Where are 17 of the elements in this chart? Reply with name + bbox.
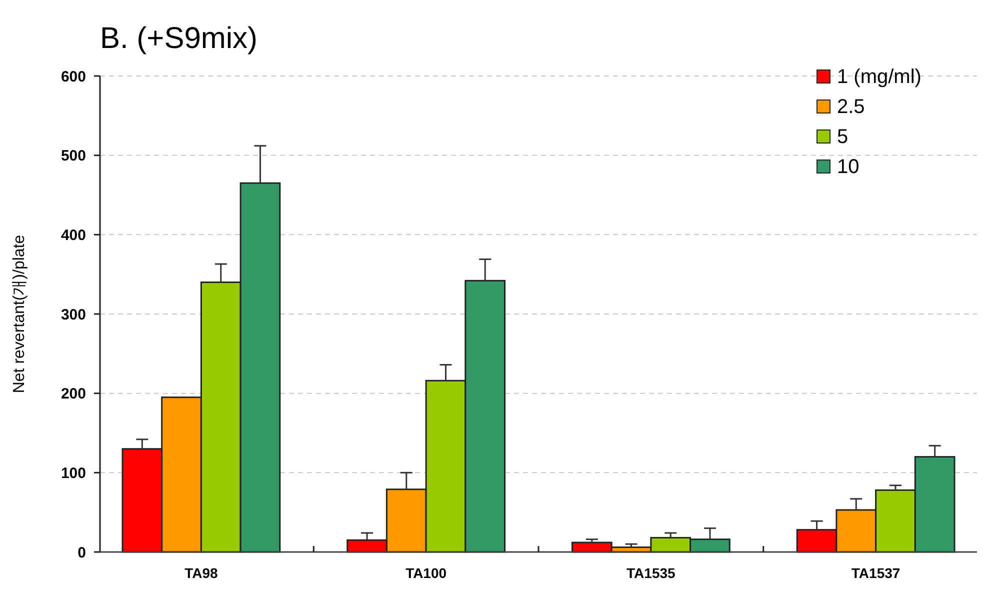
- y-axis-title: Net revertant(개)/plate: [11, 234, 28, 394]
- legend-label: 10: [837, 156, 860, 178]
- y-tick-label: 200: [60, 386, 86, 403]
- y-tick-label: 100: [60, 464, 86, 482]
- y-tick-label: 500: [60, 148, 86, 165]
- legend-label: 5: [837, 126, 848, 148]
- x-tick-label: TA1535: [626, 565, 676, 581]
- legend-label: 1 (mg/ml): [837, 66, 922, 88]
- x-tick-label: TA100: [406, 565, 447, 581]
- y-tick-label: 400: [60, 226, 86, 244]
- y-tick-label: 0: [78, 544, 86, 562]
- y-tick-label: 600: [60, 68, 86, 86]
- y-tick-label: 300: [60, 306, 86, 324]
- x-tick-label: TA1537: [851, 565, 900, 581]
- x-tick-label: TA98: [184, 565, 218, 581]
- legend-label: 2.5: [837, 96, 865, 118]
- chart-title: B. (+S9mix): [100, 22, 258, 55]
